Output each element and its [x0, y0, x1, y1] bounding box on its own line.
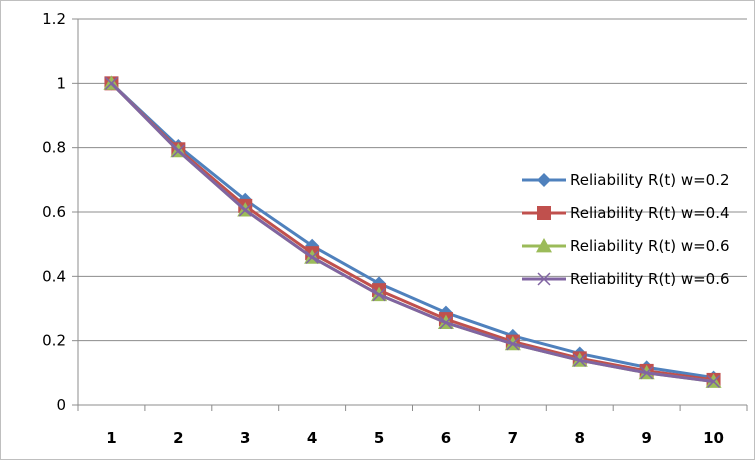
- y-tick-label: 0.6: [42, 203, 66, 221]
- x-tick-label: 6: [441, 429, 451, 447]
- x-tick-labels: 1 2 3 4 5 6 7 8 9 10: [106, 429, 724, 447]
- series-lines: [103, 75, 722, 389]
- series-4: [104, 76, 721, 389]
- legend-label: Reliability R(t) w=0.4: [570, 204, 730, 222]
- data-point: [506, 337, 520, 351]
- data-point: [104, 76, 118, 90]
- series-line: [110, 82, 714, 384]
- data-point: [171, 144, 185, 158]
- series-line: [110, 82, 714, 380]
- x-tick-label: 4: [307, 429, 317, 447]
- axes: [72, 18, 748, 411]
- data-point: [640, 366, 654, 380]
- y-tick-labels: 0 0.2 0.4 0.6 0.8 1 1.2: [42, 10, 66, 414]
- data-point: [439, 316, 453, 330]
- series-line: [110, 82, 714, 382]
- data-point: [305, 250, 319, 264]
- legend-item: Reliability R(t) w=0.6: [522, 237, 730, 255]
- legend-item: Reliability R(t) w=0.4: [522, 204, 730, 222]
- x-tick-label: 9: [641, 429, 651, 447]
- x-tick-label: 10: [703, 429, 724, 447]
- data-point: [238, 203, 252, 217]
- legend-marker: [537, 173, 551, 187]
- legend: Reliability R(t) w=0.2 Reliability R(t) w…: [522, 171, 730, 288]
- data-point: [707, 374, 721, 389]
- x-tick-label: 7: [508, 429, 518, 447]
- legend-label: Reliability R(t) w=0.6: [570, 270, 730, 288]
- data-point: [372, 288, 386, 302]
- legend-item: Reliability R(t) w=0.2: [522, 171, 730, 189]
- x-tick-label: 3: [240, 429, 250, 447]
- x-tick-label: 5: [374, 429, 384, 447]
- data-point: [573, 353, 587, 367]
- x-tick-label: 8: [575, 429, 585, 447]
- legend-marker: [537, 206, 551, 220]
- y-tick-label: 1.2: [42, 10, 66, 28]
- y-tick-label: 0.8: [42, 139, 66, 157]
- legend-marker: [537, 272, 551, 286]
- y-tick-label: 0.4: [42, 267, 66, 285]
- legend-marker: [536, 238, 552, 253]
- legend-item: Reliability R(t) w=0.6: [522, 270, 730, 288]
- x-tick-label: 1: [106, 429, 116, 447]
- gridlines: [78, 18, 747, 342]
- x-tick-label: 2: [173, 429, 183, 447]
- y-tick-label: 1: [56, 74, 66, 92]
- y-tick-label: 0.2: [42, 332, 66, 350]
- legend-label: Reliability R(t) w=0.6: [570, 237, 730, 255]
- legend-label: Reliability R(t) w=0.2: [570, 171, 730, 189]
- y-tick-label: 0: [56, 396, 66, 414]
